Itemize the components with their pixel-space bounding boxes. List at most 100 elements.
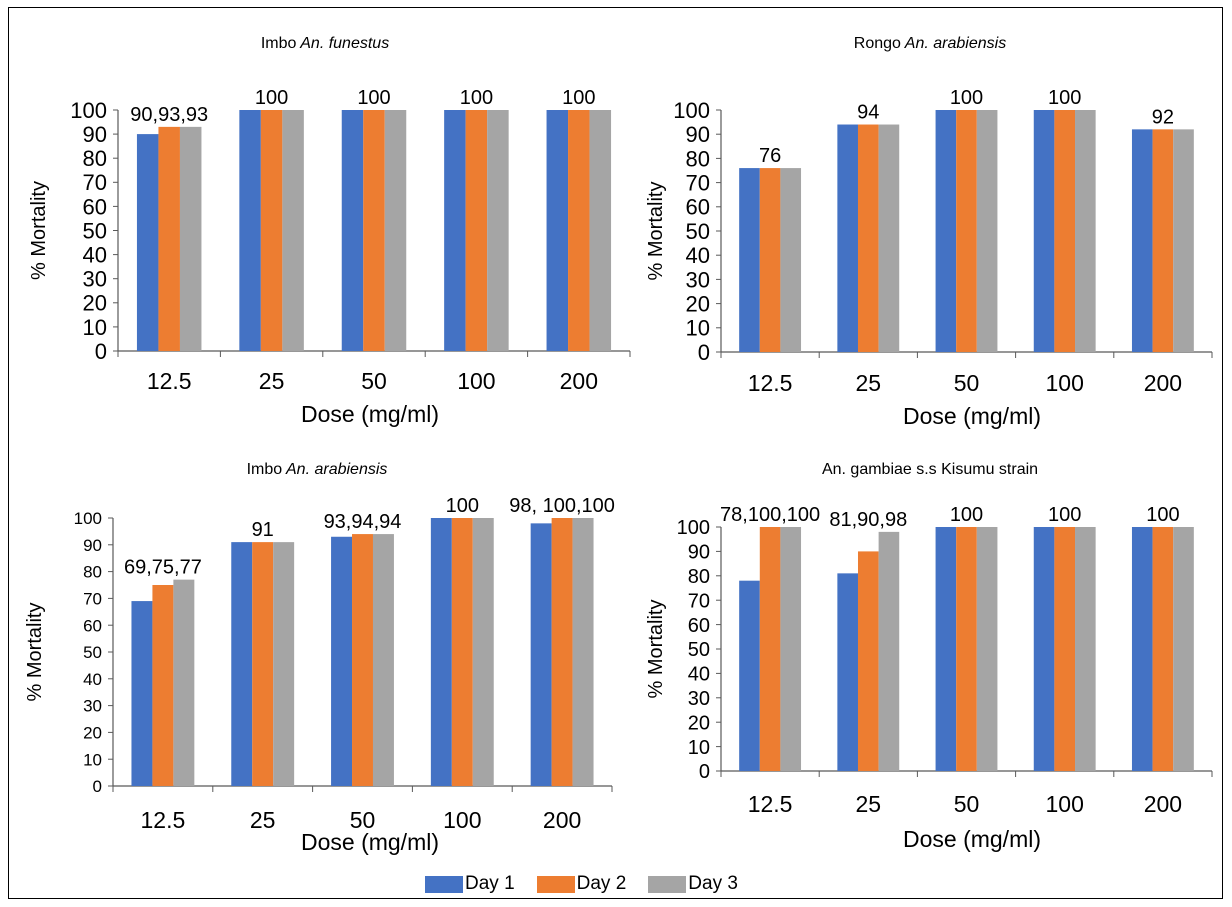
chart-title: Rongo An. arabiensis [854,35,1006,52]
chart-title: An. gambiae s.s Kisumu strain [822,461,1038,478]
x-tick-label: 12.5 [141,807,186,833]
legend-item-day3: Day 3 [648,873,738,895]
bar-day2-12.5 [759,527,781,771]
data-label: 100 [950,87,983,109]
data-label: 100 [562,87,595,109]
bar-day2-50 [956,527,977,771]
bar-day2-25 [857,124,879,353]
y-tick-label: 100 [673,98,710,123]
x-tick-label: 200 [543,807,581,833]
chart-panel-3: Imbo An. arabiensis 0 10 20 30 40 50 60 70 80 90 10… [24,461,615,855]
y-tick-label: 80 [83,563,102,582]
x-tick-label: 200 [1144,791,1182,817]
bar-day2-12.5 [158,126,180,352]
legend: Day 1 Day 2 Day 3 [425,873,754,895]
bar-day2-12.5 [152,585,174,786]
bar-day3-100 [1075,110,1096,352]
bar-day1-25 [231,542,253,786]
x-axis-label: Dose (mg/ml) [903,403,1041,429]
bar-day3-50 [384,110,407,351]
y-tick-label: 30 [688,688,710,710]
bar-day1-50 [331,536,353,786]
y-tick-label: 70 [686,171,710,196]
y-tick-label: 90 [83,536,102,555]
bar-day2-200 [568,110,590,351]
bar-day3-12.5 [780,168,802,352]
y-tick-label: 0 [698,340,710,365]
y-tick-label: 70 [83,170,107,195]
legend-label-day3: Day 3 [688,873,738,894]
bar-day2-50 [352,534,373,786]
x-axis-label: Dose (mg/ml) [301,829,439,855]
x-tick-label: 100 [1046,791,1084,817]
bar-day1-200 [546,110,569,351]
bar-day3-50 [976,527,998,771]
y-tick-label: 60 [686,195,710,220]
chart-title-main: Rongo [854,35,901,52]
x-axis-label: Dose (mg/ml) [301,401,439,427]
chart-title-species: An. arabiensis [901,35,1006,52]
legend-label-day2: Day 2 [576,873,627,894]
y-tick-label: 40 [83,670,102,689]
y-axis-label: % Mortality [645,600,667,699]
y-tick-label: 90 [688,542,710,564]
legend-swatch-day2 [536,875,575,893]
bar-day1-12.5 [739,580,760,771]
y-tick-label: 50 [686,219,710,244]
bar-day1-200 [1131,129,1153,352]
x-tick-label: 25 [856,791,882,817]
bar-day2-50 [956,110,977,352]
bar-day3-25 [282,110,304,351]
bar-day1-50 [341,110,364,351]
bar-day1-12.5 [131,601,153,786]
bar-day3-200 [1173,527,1194,771]
data-label: 93,94,94 [324,511,402,533]
bar-day1-200 [1131,527,1153,771]
bar-day3-50 [372,534,394,786]
data-label: 76 [759,145,781,167]
x-tick-label: 200 [560,368,598,394]
bar-day1-100 [444,110,466,351]
data-label: 92 [1152,106,1174,128]
data-label: 81,90,98 [829,509,907,531]
bar-day2-200 [551,518,573,786]
y-axis-label: % Mortality [28,181,50,280]
bar-day1-12.5 [136,134,159,351]
y-tick-label: 10 [83,315,107,340]
legend-swatch-day3 [648,875,687,893]
bar-day3-200 [572,518,594,786]
chart-title: Imbo An. arabiensis [247,461,388,478]
bar-day1-100 [430,518,452,786]
bar-day1-12.5 [739,168,760,352]
y-axis-label: % Mortality [645,182,667,281]
chart-panel-2: Rongo An. arabiensis01020304050607080901… [645,35,1213,429]
bar-day3-12.5 [179,126,202,352]
bar-day2-25 [260,110,283,351]
bar-day2-50 [363,110,385,351]
x-tick-label: 50 [361,368,387,394]
x-tick-label: 100 [457,368,495,394]
y-tick-label: 60 [688,615,710,637]
legend-swatch-day1 [425,875,463,893]
bar-day2-100 [1054,110,1076,352]
y-tick-label: 70 [83,590,102,609]
x-axis-label: Dose (mg/ml) [903,826,1041,852]
data-label: 94 [857,102,879,124]
y-tick-label: 60 [83,194,107,219]
bar-day3-25 [878,531,900,771]
y-tick-label: 30 [686,267,710,292]
x-tick-label: 12.5 [748,791,793,817]
x-tick-label: 12.5 [748,370,793,396]
data-label: 91 [252,519,274,541]
y-tick-label: 80 [686,146,710,171]
y-tick-label: 30 [83,697,102,716]
y-tick-label: 50 [688,639,710,661]
x-tick-label: 25 [856,370,882,396]
bar-day3-50 [976,110,998,352]
bar-day1-200 [530,523,552,786]
bar-day2-12.5 [759,168,781,352]
bar-day3-12.5 [173,579,195,786]
data-label: 100 [950,504,983,526]
